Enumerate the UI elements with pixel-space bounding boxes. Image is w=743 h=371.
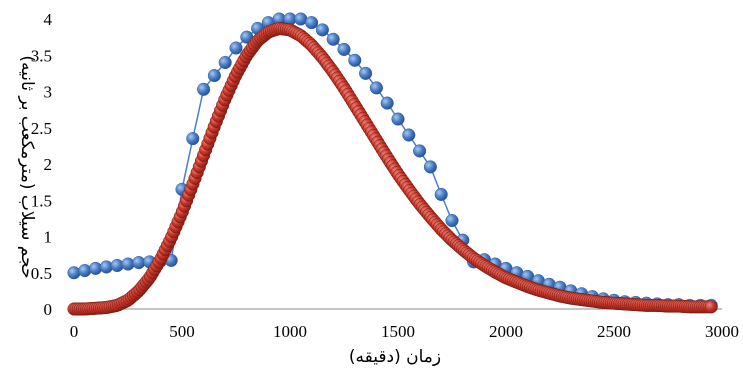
x-tick-label: 2500 [597, 322, 631, 341]
series-1-point [121, 257, 135, 271]
series-1-point [186, 132, 200, 146]
series-1-point [337, 42, 351, 57]
x-tick-label: 1000 [273, 322, 307, 341]
series-1-point [434, 187, 448, 201]
x-tick-label: 1500 [381, 322, 415, 341]
x-axis-title: زمان (دقیقه) [349, 347, 441, 367]
series-1-point [423, 160, 437, 174]
y-tick-label: 3 [44, 83, 53, 102]
series-1-point [305, 16, 319, 30]
x-tick-label: 2000 [489, 322, 523, 341]
series-1-point [445, 214, 459, 228]
series-1-point [326, 32, 340, 46]
x-tick-label: 500 [169, 322, 195, 341]
series-1-point [348, 53, 362, 67]
series-1-point [391, 112, 405, 126]
y-tick-label: 2 [44, 155, 53, 174]
series-1-point [402, 128, 416, 142]
y-tick-label: 0 [44, 300, 53, 319]
series-1-point [89, 261, 103, 275]
series-1-point [315, 23, 329, 37]
series-1-point [67, 266, 81, 280]
y-tick-label: 3.5 [31, 46, 52, 65]
y-tick-label: 2.5 [31, 119, 52, 138]
series-1-point [110, 258, 124, 273]
y-tick-label: 1 [44, 228, 53, 247]
series-1-point [413, 144, 427, 158]
x-tick-label: 3000 [705, 322, 739, 341]
x-tick-label: 0 [70, 322, 79, 341]
y-tick-label: 0.5 [31, 264, 52, 283]
y-axis: 0 0.5 1 1.5 2 2.5 3 3.5 4 [31, 10, 53, 319]
series-area [67, 12, 718, 316]
y-axis-title: حجم سیلاب (مترمکعب بر ثانیه) [17, 55, 37, 278]
x-axis: 0 500 1000 1500 2000 2500 3000 [70, 308, 739, 341]
y-tick-label: 1.5 [31, 191, 52, 210]
series-1-point [369, 81, 383, 95]
series-1-point [380, 96, 394, 110]
series-1-point [99, 260, 113, 274]
series-1-point [207, 69, 221, 83]
series-1-point [359, 66, 373, 80]
series-1-point [229, 41, 243, 55]
series-2-point [704, 300, 718, 314]
y-tick-label: 4 [44, 10, 53, 29]
series-1-point [218, 55, 232, 70]
series-1-point [197, 82, 211, 96]
series-1-point [78, 264, 92, 278]
